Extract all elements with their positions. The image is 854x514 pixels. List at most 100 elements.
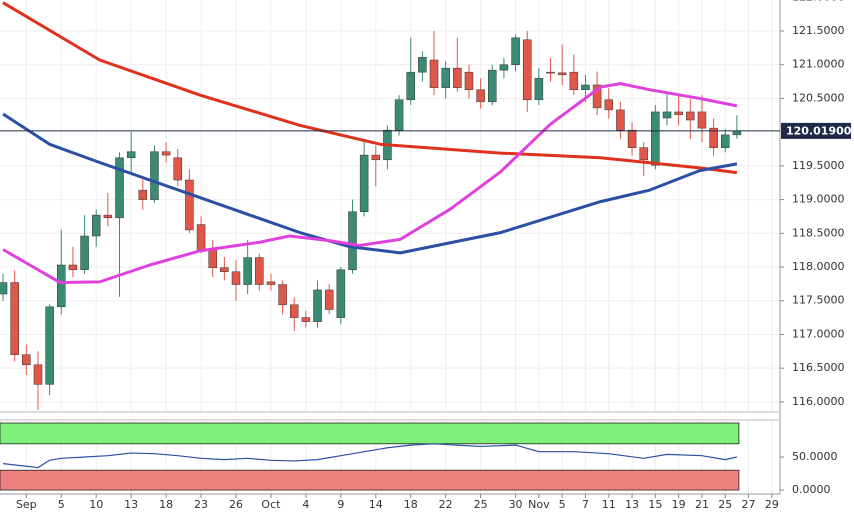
y-tick-label: 0.0000 [792, 483, 831, 496]
x-tick-label: 22 [439, 498, 453, 511]
y-tick-label: 118.0000 [792, 260, 845, 273]
candle-body [196, 224, 206, 250]
candle-body [0, 282, 8, 295]
candle-body [534, 77, 544, 101]
candle-body [22, 354, 31, 366]
x-tick-label: 4 [302, 498, 309, 511]
x-tick-label: 10 [89, 498, 103, 511]
candle-body [453, 67, 462, 88]
y-tick-label: 120.5000 [792, 91, 845, 104]
candle-body [429, 59, 439, 88]
x-tick-label: 5 [58, 498, 65, 511]
candle-body [324, 289, 334, 310]
indicator-line [2, 443, 738, 469]
candle-body [616, 109, 625, 131]
candle-body [10, 282, 19, 355]
last-price-box [781, 122, 851, 139]
candle-body [173, 157, 183, 181]
x-tick-label: 25 [718, 498, 732, 511]
x-tick-label: 18 [404, 498, 418, 511]
candle-body [57, 264, 66, 308]
x-tick-label: 26 [229, 498, 243, 511]
y-tick-label: 119.5000 [792, 159, 845, 172]
candle-body [45, 306, 54, 385]
candle-body [126, 151, 136, 159]
candle-body [546, 71, 555, 74]
x-tick-label: 13 [124, 498, 138, 511]
candle-body [80, 235, 89, 270]
candle-body [651, 111, 660, 166]
candle-body [33, 364, 43, 385]
candle-body [231, 271, 241, 285]
candle-body [161, 151, 171, 156]
x-tick-label: 18 [159, 498, 173, 511]
candle-body [336, 269, 346, 318]
x-tick-label: 23 [194, 498, 208, 511]
x-tick-label: Sep [16, 498, 37, 511]
candle-body [557, 72, 567, 76]
candle-body [418, 57, 427, 73]
candle-body [476, 89, 485, 103]
candle-body [255, 257, 264, 285]
candle-body [150, 151, 159, 200]
candle-body [662, 111, 672, 119]
candle-body [68, 264, 78, 270]
x-tick-label: 13 [625, 498, 639, 511]
candle-body [289, 304, 299, 318]
candle-body [697, 111, 707, 129]
y-tick-label: 116.0000 [792, 395, 845, 408]
candle-body [394, 99, 404, 131]
candle-body [511, 37, 520, 65]
y-tick-label: 117.5000 [792, 294, 845, 307]
x-tick-label: 5 [559, 498, 566, 511]
candle-body [604, 99, 614, 111]
candle-body [569, 71, 579, 90]
candle-body [115, 157, 124, 219]
x-tick-label: Nov [528, 498, 550, 511]
candle-body [103, 214, 113, 219]
candle-body [185, 179, 194, 231]
y-tick-label: 50.0000 [792, 450, 838, 463]
last-price-label: 120.01900 [786, 124, 852, 137]
x-tick-label: 9 [337, 498, 344, 511]
moving-average [2, 112, 738, 255]
candle-body [721, 134, 730, 148]
candle-body [441, 67, 450, 88]
candle-body [371, 154, 381, 161]
candle-body [709, 127, 718, 148]
candle-body [627, 129, 637, 148]
x-tick-label: 7 [582, 498, 589, 511]
x-tick-label: 25 [474, 498, 488, 511]
x-tick-label: 15 [648, 498, 662, 511]
candle-body [464, 71, 474, 90]
candle-body [91, 214, 101, 237]
y-tick-label: 116.5000 [792, 361, 845, 374]
candle-body [301, 317, 311, 322]
moving-average [2, 1, 738, 175]
candle-body [138, 189, 148, 200]
oversold-band [0, 469, 740, 491]
candle-body [220, 267, 229, 272]
candle-body [674, 111, 683, 115]
candle-body [278, 284, 287, 306]
y-tick-label: 121.5000 [792, 24, 845, 37]
candle-body [348, 211, 357, 270]
candle-body [581, 84, 590, 90]
y-tick-label: 117.0000 [792, 327, 845, 340]
candle-body [686, 111, 695, 121]
moving-average [2, 82, 738, 285]
x-tick-label: 19 [672, 498, 686, 511]
y-tick-label: 119.0000 [792, 193, 845, 206]
y-tick-label: 118.5000 [792, 226, 845, 239]
candle-body [406, 71, 415, 101]
candle-body [732, 130, 742, 136]
candle-body [243, 257, 252, 285]
x-tick-label: Oct [261, 498, 281, 511]
y-tick-label: 122.0000 [792, 0, 845, 3]
x-tick-label: 29 [765, 498, 779, 511]
candle-body [522, 39, 532, 101]
candle-body [488, 69, 497, 103]
x-tick-label: 27 [742, 498, 756, 511]
candle-body [266, 281, 276, 285]
candle-body [639, 147, 648, 161]
